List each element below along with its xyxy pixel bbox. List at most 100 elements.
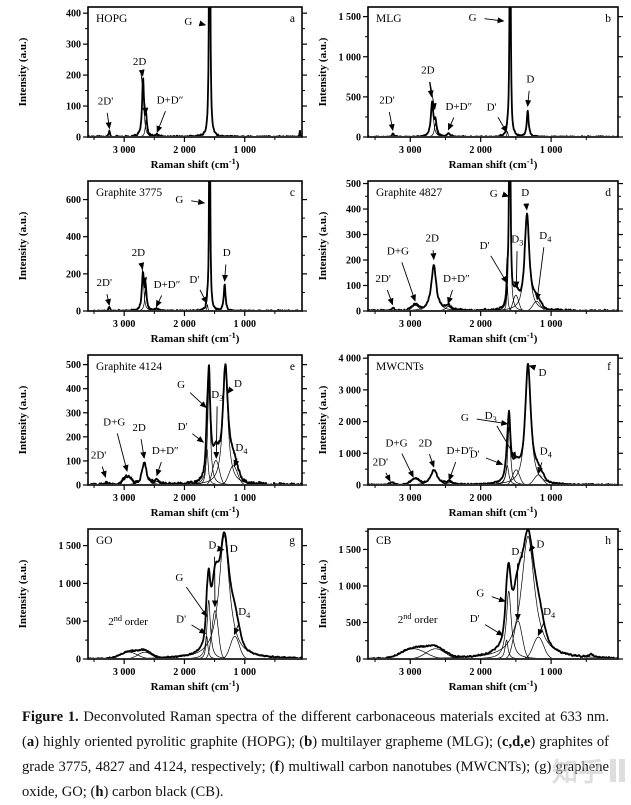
svg-text:2D: 2D	[421, 65, 435, 77]
svg-text:D+D″: D+D″	[157, 95, 184, 107]
svg-text:HOPG: HOPG	[96, 13, 127, 25]
caption-segment: h	[95, 784, 103, 800]
svg-text:D: D	[539, 367, 547, 379]
svg-text:2 000: 2 000	[469, 667, 492, 678]
svg-text:2D: 2D	[419, 437, 433, 449]
svg-text:a: a	[290, 13, 295, 25]
svg-text:Raman shift (cm-1): Raman shift (cm-1)	[449, 505, 538, 519]
svg-text:0: 0	[356, 133, 361, 144]
svg-text:Graphite 4124: Graphite 4124	[96, 361, 162, 373]
svg-text:D': D'	[487, 102, 497, 114]
svg-text:D': D'	[176, 613, 186, 625]
svg-text:500: 500	[346, 179, 361, 190]
svg-text:f: f	[607, 361, 611, 373]
svg-text:1 000: 1 000	[540, 493, 563, 504]
svg-text:D4: D4	[543, 606, 555, 620]
svg-text:Intensity (a.u.): Intensity (a.u.)	[17, 559, 29, 628]
svg-text:Intensity (a.u.): Intensity (a.u.)	[17, 211, 29, 280]
svg-text:2 000: 2 000	[469, 145, 492, 156]
svg-text:D: D	[223, 247, 231, 259]
svg-text:Raman shift (cm-1): Raman shift (cm-1)	[151, 505, 240, 519]
svg-text:D4: D4	[539, 230, 551, 244]
svg-text:200: 200	[66, 269, 81, 280]
svg-text:2 000: 2 000	[469, 493, 492, 504]
svg-text:D+D″: D+D″	[154, 279, 181, 291]
svg-text:D: D	[536, 538, 544, 550]
svg-text:1 000: 1 000	[233, 319, 256, 330]
svg-text:2D: 2D	[132, 422, 146, 434]
svg-text:1 000: 1 000	[339, 449, 362, 460]
svg-text:3 000: 3 000	[399, 319, 422, 330]
svg-text:G: G	[476, 588, 484, 600]
svg-text:1 000: 1 000	[59, 579, 82, 590]
svg-text:500: 500	[346, 92, 361, 103]
svg-text:1 500: 1 500	[339, 12, 362, 23]
svg-text:2nd order: 2nd order	[398, 612, 438, 626]
svg-text:D': D'	[480, 240, 490, 252]
svg-text:1 000: 1 000	[540, 667, 563, 678]
caption-segment: c,d,e	[502, 734, 530, 750]
svg-text:Raman shift (cm-1): Raman shift (cm-1)	[449, 679, 538, 693]
svg-text:g: g	[289, 535, 295, 547]
svg-text:MLG: MLG	[376, 13, 402, 25]
svg-text:D': D'	[189, 274, 199, 286]
svg-text:1 000: 1 000	[233, 493, 256, 504]
caption-segment: ) carbon black (CB).	[104, 784, 224, 800]
svg-text:2D: 2D	[133, 56, 147, 68]
svg-text:MWCNTs: MWCNTs	[376, 361, 424, 373]
svg-text:2D: 2D	[425, 233, 439, 245]
svg-text:3 000: 3 000	[399, 145, 422, 156]
svg-text:2D': 2D'	[375, 273, 390, 285]
svg-text:4 000: 4 000	[339, 354, 362, 365]
figure-caption: Figure 1. Deconvoluted Raman spectra of …	[0, 696, 631, 805]
svg-text:D+D″: D+D″	[446, 101, 473, 113]
svg-text:Raman shift (cm-1): Raman shift (cm-1)	[151, 331, 240, 345]
svg-text:D3: D3	[208, 539, 220, 553]
svg-text:G: G	[184, 16, 192, 28]
svg-text:3 000: 3 000	[113, 493, 136, 504]
svg-text:500: 500	[346, 618, 361, 629]
svg-text:1 000: 1 000	[339, 52, 362, 63]
svg-text:Raman shift (cm-1): Raman shift (cm-1)	[449, 331, 538, 345]
svg-text:D+D″: D+D″	[443, 273, 470, 285]
svg-text:500: 500	[66, 617, 81, 628]
svg-text:Raman shift (cm-1): Raman shift (cm-1)	[151, 679, 240, 693]
svg-text:3 000: 3 000	[113, 667, 136, 678]
svg-text:0: 0	[356, 481, 361, 492]
svg-text:3 000: 3 000	[113, 319, 136, 330]
svg-text:0: 0	[356, 307, 361, 318]
svg-text:Intensity (a.u.): Intensity (a.u.)	[317, 559, 329, 628]
svg-text:D+G: D+G	[385, 437, 407, 449]
svg-text:D: D	[230, 543, 238, 555]
caption-segment: ) multilayer grapheme (MLG); (	[312, 734, 502, 750]
svg-text:h: h	[605, 535, 611, 547]
svg-text:1 500: 1 500	[59, 541, 82, 552]
svg-text:1 000: 1 000	[339, 581, 362, 592]
svg-text:Graphite 3775: Graphite 3775	[96, 187, 162, 199]
svg-text:400: 400	[66, 9, 81, 20]
svg-text:1 500: 1 500	[339, 545, 362, 556]
svg-text:200: 200	[66, 71, 81, 82]
svg-text:Intensity (a.u.): Intensity (a.u.)	[317, 385, 329, 454]
svg-text:e: e	[290, 361, 295, 373]
svg-text:2 000: 2 000	[173, 493, 196, 504]
svg-text:2 000: 2 000	[469, 319, 492, 330]
svg-text:D3: D3	[511, 234, 523, 248]
svg-text:Raman shift (cm-1): Raman shift (cm-1)	[151, 157, 240, 171]
svg-text:D3: D3	[511, 546, 523, 560]
svg-text:Intensity (a.u.): Intensity (a.u.)	[317, 37, 329, 106]
svg-text:500: 500	[66, 360, 81, 371]
svg-text:2D': 2D'	[91, 450, 106, 462]
svg-text:D': D'	[178, 421, 188, 433]
svg-text:0: 0	[356, 655, 361, 666]
svg-text:300: 300	[66, 408, 81, 419]
svg-text:2nd order: 2nd order	[108, 614, 148, 628]
svg-text:3 000: 3 000	[339, 385, 362, 396]
